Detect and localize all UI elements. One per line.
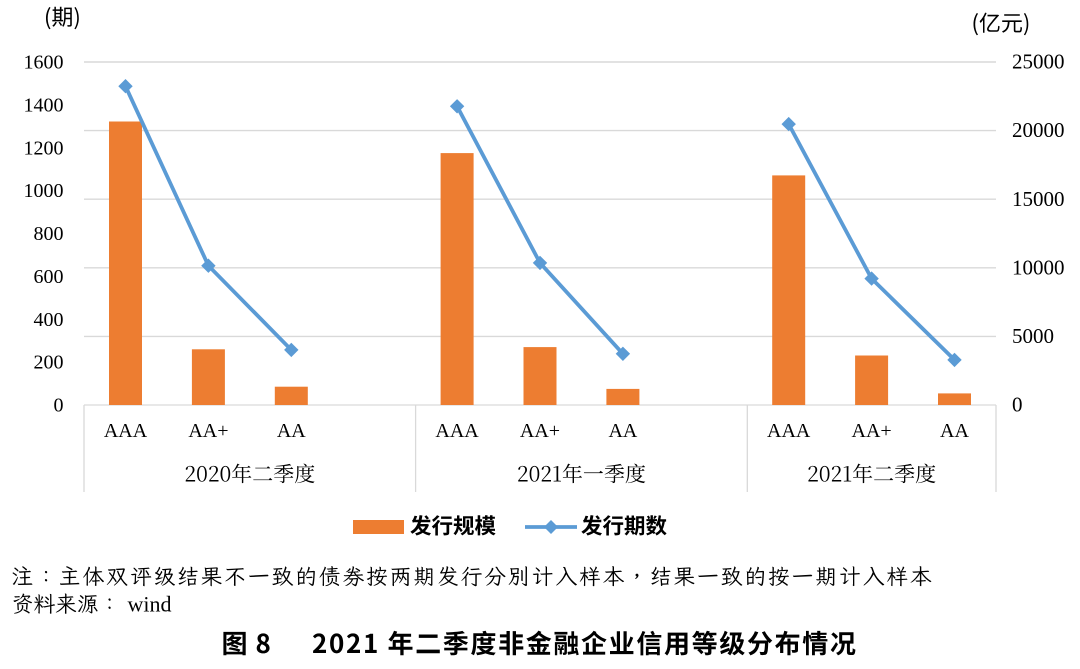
svg-text:AA: AA — [277, 420, 306, 442]
svg-text:1400: 1400 — [24, 95, 64, 117]
svg-text:wind: wind — [128, 592, 172, 617]
svg-text:0: 0 — [54, 395, 64, 417]
svg-text:200: 200 — [34, 352, 64, 374]
svg-text:0: 0 — [1012, 393, 1023, 417]
svg-text:1600: 1600 — [24, 52, 64, 74]
svg-text:AA+: AA+ — [520, 420, 560, 442]
svg-text:AA: AA — [940, 420, 969, 442]
svg-text:15000: 15000 — [1012, 187, 1065, 211]
svg-text:20000: 20000 — [1012, 118, 1065, 142]
svg-text:1000: 1000 — [24, 180, 64, 202]
svg-text:10000: 10000 — [1012, 255, 1065, 279]
svg-text:400: 400 — [34, 309, 64, 331]
svg-text:5000: 5000 — [1012, 324, 1054, 348]
svg-text:AA+: AA+ — [188, 420, 228, 442]
svg-text:600: 600 — [34, 266, 64, 288]
svg-text:AAA: AAA — [767, 420, 811, 442]
svg-text:1200: 1200 — [24, 137, 64, 159]
svg-text:AA: AA — [608, 420, 637, 442]
svg-text:AA+: AA+ — [852, 420, 892, 442]
svg-text:800: 800 — [34, 223, 64, 245]
svg-text:AAA: AAA — [435, 420, 479, 442]
svg-text:25000: 25000 — [1012, 50, 1065, 74]
svg-text:AAA: AAA — [104, 420, 148, 442]
